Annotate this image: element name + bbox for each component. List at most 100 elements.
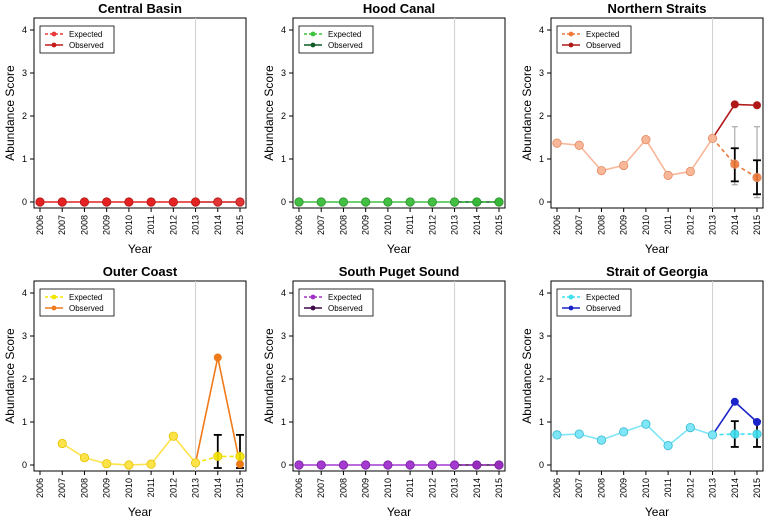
y-axis-label: Abundance Score: [262, 65, 276, 161]
x-axis-label: Year: [128, 242, 152, 256]
panel-title: Northern Straits: [608, 1, 707, 16]
legend-marker: [310, 294, 316, 300]
observed-point: [730, 100, 739, 109]
y-axis-label: Abundance Score: [520, 65, 534, 161]
x-tick-label: 2007: [574, 478, 584, 498]
observed-point: [383, 460, 393, 470]
observed-point: [57, 197, 67, 207]
y-tick-label: 2: [281, 374, 286, 384]
observed-point: [663, 441, 673, 451]
observed-point: [146, 459, 156, 469]
observed-point: [190, 197, 201, 207]
x-tick-label: 2012: [427, 215, 437, 235]
legend-expected-label: Expected: [586, 30, 619, 39]
x-tick-label: 2011: [146, 215, 156, 234]
observed-point: [552, 138, 562, 148]
observed-point: [405, 197, 415, 207]
y-tick-label: 0: [539, 197, 544, 207]
x-tick-label: 2012: [427, 478, 437, 498]
legend-marker: [568, 31, 574, 37]
x-tick-label: 2011: [405, 478, 415, 497]
observed-point: [102, 197, 112, 207]
legend: [298, 288, 374, 317]
expected-point: [472, 460, 482, 470]
plot-frame: [292, 17, 506, 209]
x-tick-label: 2008: [596, 215, 606, 235]
x-tick-label: 2015: [235, 215, 245, 235]
x-tick-label: 2009: [102, 478, 112, 498]
y-tick-label: 1: [22, 417, 27, 427]
x-tick-label: 2013: [708, 215, 718, 235]
x-axis-label: Year: [128, 505, 152, 519]
y-tick-label: 3: [539, 68, 544, 78]
plot-frame: [33, 17, 247, 209]
legend-expected-label: Expected: [586, 293, 619, 302]
legend-expected-label: Expected: [328, 30, 361, 39]
observed-point: [361, 460, 371, 470]
observed-point: [619, 427, 629, 437]
y-tick-label: 1: [281, 417, 286, 427]
legend-marker: [310, 31, 316, 37]
x-axis-label: Year: [645, 505, 669, 519]
observed-point: [685, 166, 695, 177]
x-tick-label: 2006: [294, 215, 304, 235]
expected-line: [711, 137, 758, 179]
observed-point: [102, 459, 112, 469]
x-tick-label: 2008: [79, 478, 89, 498]
x-tick-label: 2015: [752, 478, 762, 498]
legend-marker: [568, 294, 574, 300]
x-tick-label: 2013: [708, 478, 718, 498]
expected-point: [752, 172, 762, 183]
x-tick-label: 2009: [619, 215, 629, 235]
observed-point: [753, 101, 762, 110]
y-axis-label: Abundance Score: [520, 328, 534, 424]
x-tick-label: 2006: [294, 478, 304, 498]
panel-title: South Puget Sound: [339, 264, 460, 279]
expected-point: [494, 197, 504, 207]
y-tick-label: 2: [281, 111, 286, 121]
x-tick-label: 2015: [494, 215, 504, 235]
y-tick-label: 3: [281, 331, 286, 341]
y-tick-label: 2: [539, 111, 544, 121]
observed-point: [574, 140, 584, 150]
y-tick-label: 0: [281, 197, 286, 207]
legend-observed-label: Observed: [586, 41, 621, 50]
observed-point: [663, 170, 673, 180]
x-tick-label: 2010: [383, 478, 393, 498]
legend-marker: [51, 305, 57, 311]
panel-title: Outer Coast: [103, 264, 178, 279]
y-tick-label: 4: [281, 288, 286, 298]
legend: [298, 25, 374, 54]
legend: [556, 288, 632, 317]
x-tick-label: 2006: [35, 478, 45, 498]
x-tick-label: 2009: [361, 478, 371, 498]
observed-point: [552, 430, 562, 440]
observed-point: [361, 197, 371, 207]
x-tick-label: 2006: [552, 478, 562, 498]
x-tick-label: 2014: [472, 215, 482, 235]
observed-point: [294, 460, 304, 470]
y-axis-label: Abundance Score: [3, 328, 17, 424]
observed-point: [753, 417, 762, 426]
panel-outer-coast: Outer Coast 0 1 2 3 4 2006 2007 2008 2009 2010 2011…: [3, 264, 247, 519]
x-tick-label: 2013: [450, 478, 460, 498]
y-tick-label: 4: [281, 25, 286, 35]
panel-south-puget-sound: South Puget Sound 0 1 2 3 4 2006 2007 2008 2009 20…: [262, 264, 506, 519]
y-tick-label: 4: [539, 25, 544, 35]
x-tick-label: 2008: [79, 215, 89, 235]
plot-frame: [550, 280, 764, 472]
legend-observed-label: Observed: [328, 41, 363, 50]
legend-marker: [568, 42, 574, 48]
legend-expected-label: Expected: [69, 30, 102, 39]
expected-point: [752, 429, 762, 439]
x-tick-label: 2013: [191, 478, 201, 498]
x-tick-label: 2012: [168, 478, 178, 498]
observed-point: [641, 135, 651, 145]
x-tick-label: 2014: [213, 478, 223, 498]
observed-point: [168, 197, 178, 207]
observed-point: [383, 197, 393, 207]
x-axis-label: Year: [645, 242, 669, 256]
x-tick-label: 2009: [361, 215, 371, 235]
x-tick-label: 2010: [641, 478, 651, 498]
